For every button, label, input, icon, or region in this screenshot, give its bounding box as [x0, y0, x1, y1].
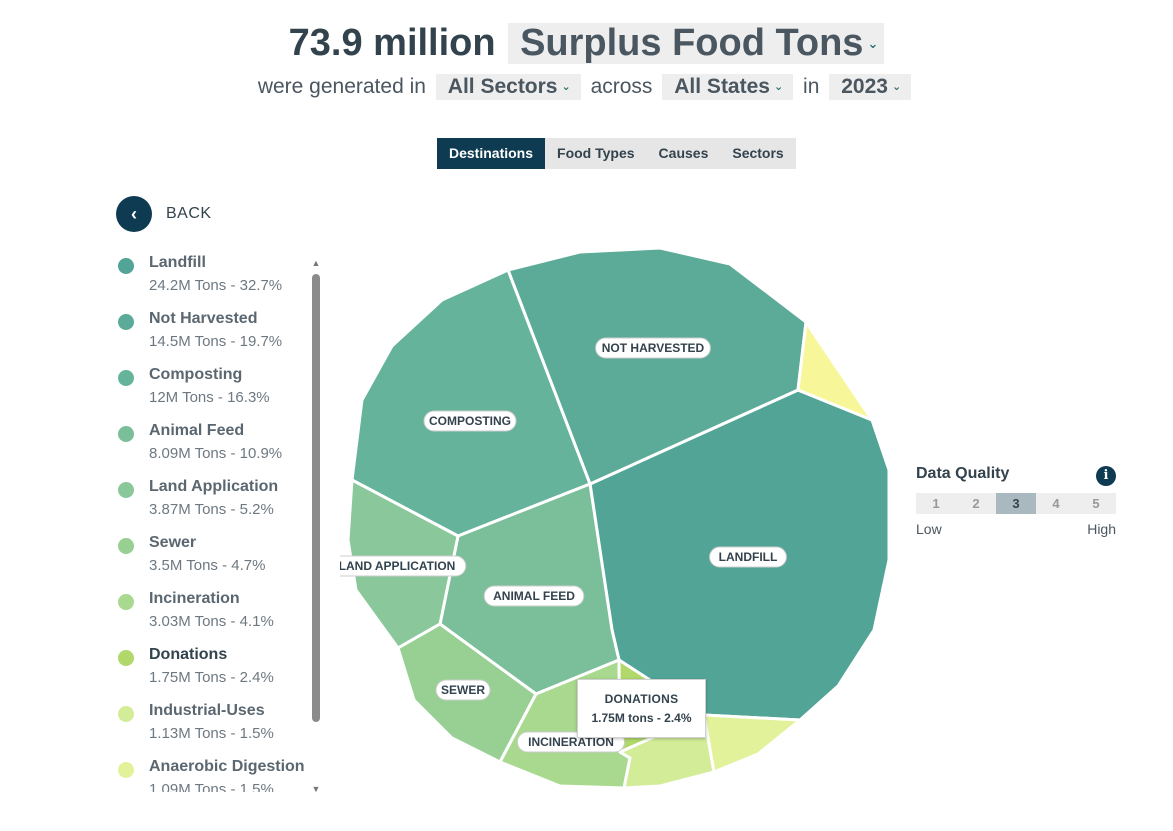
cell-label-text: SEWER: [441, 683, 485, 697]
cell-label-text: INCINERATION: [528, 735, 614, 749]
legend-item-value: 1.09M Tons - 1.5%: [149, 781, 274, 792]
legend-item-value: 3.5M Tons - 4.7%: [149, 557, 266, 574]
legend-item-value: 3.87M Tons - 5.2%: [149, 501, 274, 518]
data-quality-high-label: High: [1087, 521, 1116, 537]
cell-label-pill: [595, 337, 711, 359]
legend-item-value: 3.03M Tons - 4.1%: [149, 613, 274, 630]
legend-color-dot: [118, 594, 134, 610]
cell-label: LAND APPLICATION: [340, 555, 467, 577]
scroll-down-arrow-icon[interactable]: ▼: [311, 784, 321, 794]
cell-label-pill: [483, 585, 585, 607]
metric-dropdown[interactable]: Surplus Food Tons ⌄: [508, 21, 885, 65]
chevron-down-icon: ⌄: [773, 81, 784, 94]
legend-color-dot: [118, 482, 134, 498]
year-dropdown-label: 2023: [841, 75, 888, 98]
chevron-down-icon: ⌄: [561, 81, 571, 94]
cell-anaerobic-digestion[interactable]: [702, 713, 802, 774]
data-quality-low-label: Low: [916, 521, 942, 537]
legend-item-name: Landfill: [149, 254, 206, 271]
cell-label-text: LANDFILL: [719, 550, 778, 564]
legend-item-value: 12M Tons - 16.3%: [149, 389, 270, 406]
tooltip-value: 1.75M tons - 2.4%: [591, 711, 692, 725]
total-amount: 73.9 million: [288, 22, 496, 64]
sector-dropdown[interactable]: All Sectors ⌄: [435, 74, 581, 101]
data-quality-level: 2: [956, 493, 996, 514]
cell-label-text: ANIMAL FEED: [493, 589, 575, 603]
legend-item-value: 1.13M Tons - 1.5%: [149, 725, 274, 742]
cell-label: ANIMAL FEED: [483, 585, 585, 607]
voronoi-chart: LANDFILL NOT HARVESTED COMPOSTING ANIMAL FE…: [340, 246, 891, 790]
data-quality-level: 5: [1076, 493, 1116, 514]
state-dropdown-label: All States: [674, 75, 770, 98]
info-icon[interactable]: i: [1096, 466, 1116, 486]
legend-item-name: Not Harvested: [149, 310, 258, 327]
chart-tooltip: DONATIONS 1.75M tons - 2.4%: [577, 679, 706, 738]
subline: were generated in All Sectors ⌄ across Al…: [0, 74, 1173, 101]
cell-label-pill: [435, 679, 491, 701]
cell-label: SEWER: [435, 679, 491, 701]
back-button[interactable]: ‹ BACK: [116, 196, 212, 232]
legend-color-dot: [118, 762, 134, 778]
legend-color-dot: [118, 426, 134, 442]
cell-label: COMPOSTING: [423, 410, 517, 432]
state-dropdown[interactable]: All States ⌄: [662, 74, 794, 101]
legend-item-value: 14.5M Tons - 19.7%: [149, 333, 283, 350]
cell-unlabeled[interactable]: [796, 320, 874, 422]
view-tabs: Destinations Food Types Causes Sectors: [437, 138, 796, 169]
text-in: in: [803, 75, 820, 99]
data-quality-title: Data Quality: [916, 465, 1010, 482]
legend-scrollbar[interactable]: ▲ ▼: [311, 258, 321, 794]
chevron-down-icon: ⌄: [891, 81, 902, 94]
cell-label-text: NOT HARVESTED: [602, 341, 705, 355]
legend-color-dot: [118, 650, 134, 666]
cell-label-pill: [340, 555, 467, 577]
legend-list: Landfill 24.2M Tons - 32.7% Not Harvested 1…: [112, 252, 312, 792]
cell-label: NOT HARVESTED: [595, 337, 711, 359]
legend-item-name: Donations: [149, 646, 228, 663]
data-quality-level: 3: [996, 493, 1036, 514]
legend-item-name: Industrial-Uses: [149, 702, 265, 719]
year-dropdown[interactable]: 2023 ⌄: [829, 74, 912, 101]
cell-label: LANDFILL: [709, 546, 787, 568]
metric-dropdown-label: Surplus Food Tons: [520, 21, 864, 64]
scroll-up-arrow-icon[interactable]: ▲: [311, 258, 321, 268]
legend-color-dot: [118, 706, 134, 722]
headline: 73.9 million Surplus Food Tons ⌄: [0, 22, 1173, 65]
data-quality-level: 1: [916, 493, 956, 514]
data-quality-level: 4: [1036, 493, 1076, 514]
legend-item-name: Incineration: [149, 590, 240, 607]
text-across: across: [590, 75, 653, 99]
chevron-left-icon: ‹: [116, 196, 152, 232]
legend-item-name: Animal Feed: [149, 422, 245, 439]
legend-color-dot: [118, 538, 134, 554]
tab-food-types[interactable]: Food Types: [557, 145, 635, 161]
legend-item-name: Sewer: [149, 534, 197, 551]
legend-item-value: 24.2M Tons - 32.7%: [149, 277, 283, 294]
legend-item-value: 1.75M Tons - 2.4%: [149, 669, 274, 686]
legend-color-dot: [118, 314, 134, 330]
legend-color-dot: [118, 258, 134, 274]
scroll-thumb[interactable]: [312, 274, 320, 722]
legend-item-name: Anaerobic Digestion: [149, 758, 305, 775]
tooltip-title: DONATIONS: [604, 692, 679, 706]
tab-destinations[interactable]: Destinations: [437, 138, 546, 169]
cell-label-text: COMPOSTING: [429, 414, 511, 428]
tab-sectors[interactable]: Sectors: [732, 145, 784, 161]
sector-dropdown-label: All Sectors: [447, 75, 558, 98]
cell-label-text: LAND APPLICATION: [340, 559, 455, 573]
legend-item-name: Land Application: [149, 478, 279, 495]
text-generated: were generated in: [257, 75, 426, 99]
cell-label-pill: [709, 546, 787, 568]
back-label: BACK: [166, 205, 212, 222]
cell-not-harvested[interactable]: [506, 246, 808, 486]
cell-label-pill: [423, 410, 517, 432]
tab-causes[interactable]: Causes: [658, 145, 709, 161]
chevron-down-icon: ⌄: [867, 36, 879, 52]
legend-item-name: Composting: [149, 366, 243, 383]
legend-color-dot: [118, 370, 134, 386]
legend-item-value: 8.09M Tons - 10.9%: [149, 445, 283, 462]
